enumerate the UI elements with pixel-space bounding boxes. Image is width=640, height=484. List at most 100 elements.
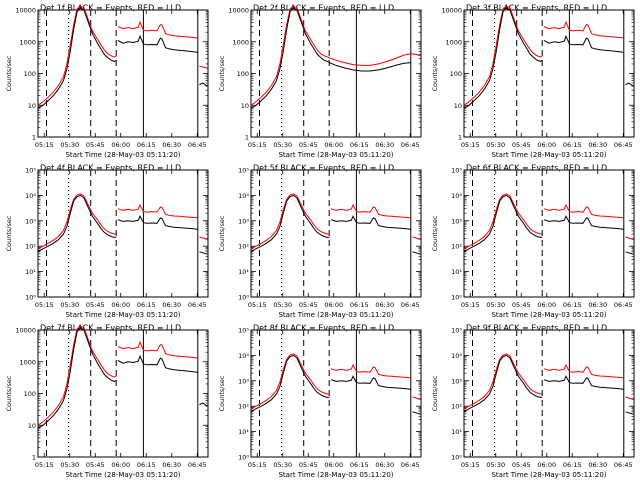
- events-series-line: [37, 326, 117, 429]
- x-tick-label: 06:15: [563, 461, 582, 469]
- y-tick-label: 10⁵: [238, 167, 249, 175]
- events-series-line: [463, 354, 543, 413]
- y-tick-label: 10³: [238, 217, 249, 225]
- y-tick-label: 10⁵: [451, 327, 462, 335]
- x-tick-label: 06:00: [111, 461, 130, 469]
- y-tick-label: 10⁰: [451, 454, 462, 462]
- lld-series-line: [117, 340, 198, 359]
- x-tick-label: 05:45: [86, 461, 105, 469]
- y-tick-label: 10: [241, 102, 249, 110]
- x-tick-label: 05:15: [461, 301, 480, 309]
- lld-series-line: [463, 353, 543, 410]
- y-tick-label: 10⁰: [25, 294, 36, 302]
- x-axis-label: Start Time (28-May-03 05:11:20): [491, 311, 606, 319]
- y-tick-label: 10²: [451, 403, 462, 411]
- y-tick-label: 100: [24, 390, 36, 398]
- lld-series-line: [412, 396, 422, 401]
- y-tick-label: 10¹: [451, 268, 462, 276]
- panel-det-5f: Det 5f BLACK = Events, RED = LLD Counts/s…: [218, 164, 422, 319]
- events-series-line: [117, 354, 198, 373]
- x-tick-label: 06:45: [614, 141, 633, 149]
- panel-title: Det 4f BLACK = Events, RED = LLD: [40, 164, 181, 173]
- y-tick-label: 1: [32, 454, 36, 462]
- lld-series-line: [37, 193, 117, 250]
- panel-det-3f: Det 3f BLACK = Events, RED = LLD Counts/s…: [431, 4, 635, 159]
- x-tick-label: 06:00: [111, 141, 130, 149]
- events-series-line: [543, 34, 624, 53]
- x-tick-label: 06:30: [588, 461, 607, 469]
- y-axis-label: Counts/sec: [218, 55, 226, 91]
- lld-series-line: [543, 20, 624, 39]
- y-tick-label: 10¹: [238, 268, 249, 276]
- y-tick-label: 10¹: [451, 428, 462, 436]
- events-series-line: [463, 194, 543, 253]
- events-series-line: [250, 194, 330, 253]
- panel-det-6f: Det 6f BLACK = Events, RED = LLD Counts/s…: [431, 164, 635, 319]
- x-tick-label: 06:30: [588, 301, 607, 309]
- x-tick-label: 05:15: [461, 461, 480, 469]
- y-tick-label: 10000: [15, 327, 36, 335]
- x-tick-label: 06:15: [137, 301, 156, 309]
- events-series-line: [625, 411, 635, 415]
- y-tick-label: 10⁰: [238, 454, 249, 462]
- x-axis-label: Start Time (28-May-03 05:11:20): [65, 151, 180, 159]
- x-tick-label: 05:30: [486, 141, 505, 149]
- plot-frame: [250, 329, 422, 458]
- y-tick-label: 10⁵: [451, 167, 462, 175]
- events-series-line: [250, 354, 330, 413]
- y-tick-label: 1000: [445, 38, 462, 46]
- x-axis-label: Start Time (28-May-03 05:11:20): [278, 471, 393, 479]
- x-tick-label: 06:30: [375, 141, 394, 149]
- y-tick-label: 10000: [228, 7, 249, 15]
- x-axis-label: Start Time (28-May-03 05:11:20): [65, 311, 180, 319]
- x-tick-label: 06:00: [537, 301, 556, 309]
- events-series-line: [543, 215, 624, 230]
- x-tick-label: 06:30: [162, 141, 181, 149]
- x-axis-label: Start Time (28-May-03 05:11:20): [491, 151, 606, 159]
- y-tick-label: 1000: [232, 38, 249, 46]
- lld-series-line: [37, 5, 117, 106]
- panel-title: Det 8f BLACK = Events, RED = LLD: [253, 324, 394, 333]
- x-tick-label: 05:30: [273, 301, 292, 309]
- plot-frame: [37, 169, 209, 298]
- x-tick-label: 06:15: [563, 301, 582, 309]
- y-tick-label: 10⁴: [451, 352, 462, 360]
- x-tick-label: 05:45: [86, 141, 105, 149]
- x-tick-label: 05:30: [486, 301, 505, 309]
- lld-series-line: [463, 5, 543, 106]
- x-tick-label: 06:45: [188, 141, 207, 149]
- y-tick-label: 1: [245, 134, 249, 142]
- x-tick-label: 05:45: [86, 301, 105, 309]
- panel-title: Det 6f BLACK = Events, RED = LLD: [466, 164, 607, 173]
- x-tick-label: 05:45: [299, 141, 318, 149]
- events-series-line: [250, 6, 411, 109]
- y-tick-label: 1: [458, 134, 462, 142]
- y-axis-label: Counts/sec: [218, 215, 226, 251]
- x-tick-label: 05:45: [299, 301, 318, 309]
- x-tick-label: 05:45: [299, 461, 318, 469]
- lld-series-line: [625, 396, 635, 401]
- x-tick-label: 06:00: [537, 141, 556, 149]
- x-tick-label: 06:45: [188, 461, 207, 469]
- panel-det-9f: Det 9f BLACK = Events, RED = LLD Counts/s…: [431, 324, 635, 479]
- y-tick-label: 10⁰: [451, 294, 462, 302]
- lld-series-line: [37, 325, 117, 426]
- panel-title: Det 1f BLACK = Events, RED = LLD: [40, 4, 181, 13]
- x-tick-label: 06:30: [375, 301, 394, 309]
- y-axis-label: Counts/sec: [5, 215, 13, 251]
- y-tick-label: 10⁴: [451, 192, 462, 200]
- panel-title: Det 5f BLACK = Events, RED = LLD: [253, 164, 394, 173]
- panel-det-8f: Det 8f BLACK = Events, RED = LLD Counts/s…: [218, 324, 422, 479]
- events-series-line: [117, 215, 198, 230]
- events-series-line: [412, 251, 422, 255]
- x-tick-label: 05:30: [60, 141, 79, 149]
- events-series-line: [463, 6, 543, 109]
- x-tick-label: 06:30: [162, 301, 181, 309]
- x-tick-label: 06:30: [588, 141, 607, 149]
- y-axis-label: Counts/sec: [431, 55, 439, 91]
- x-tick-label: 06:30: [375, 461, 394, 469]
- x-tick-label: 06:15: [137, 461, 156, 469]
- y-tick-label: 10³: [25, 217, 36, 225]
